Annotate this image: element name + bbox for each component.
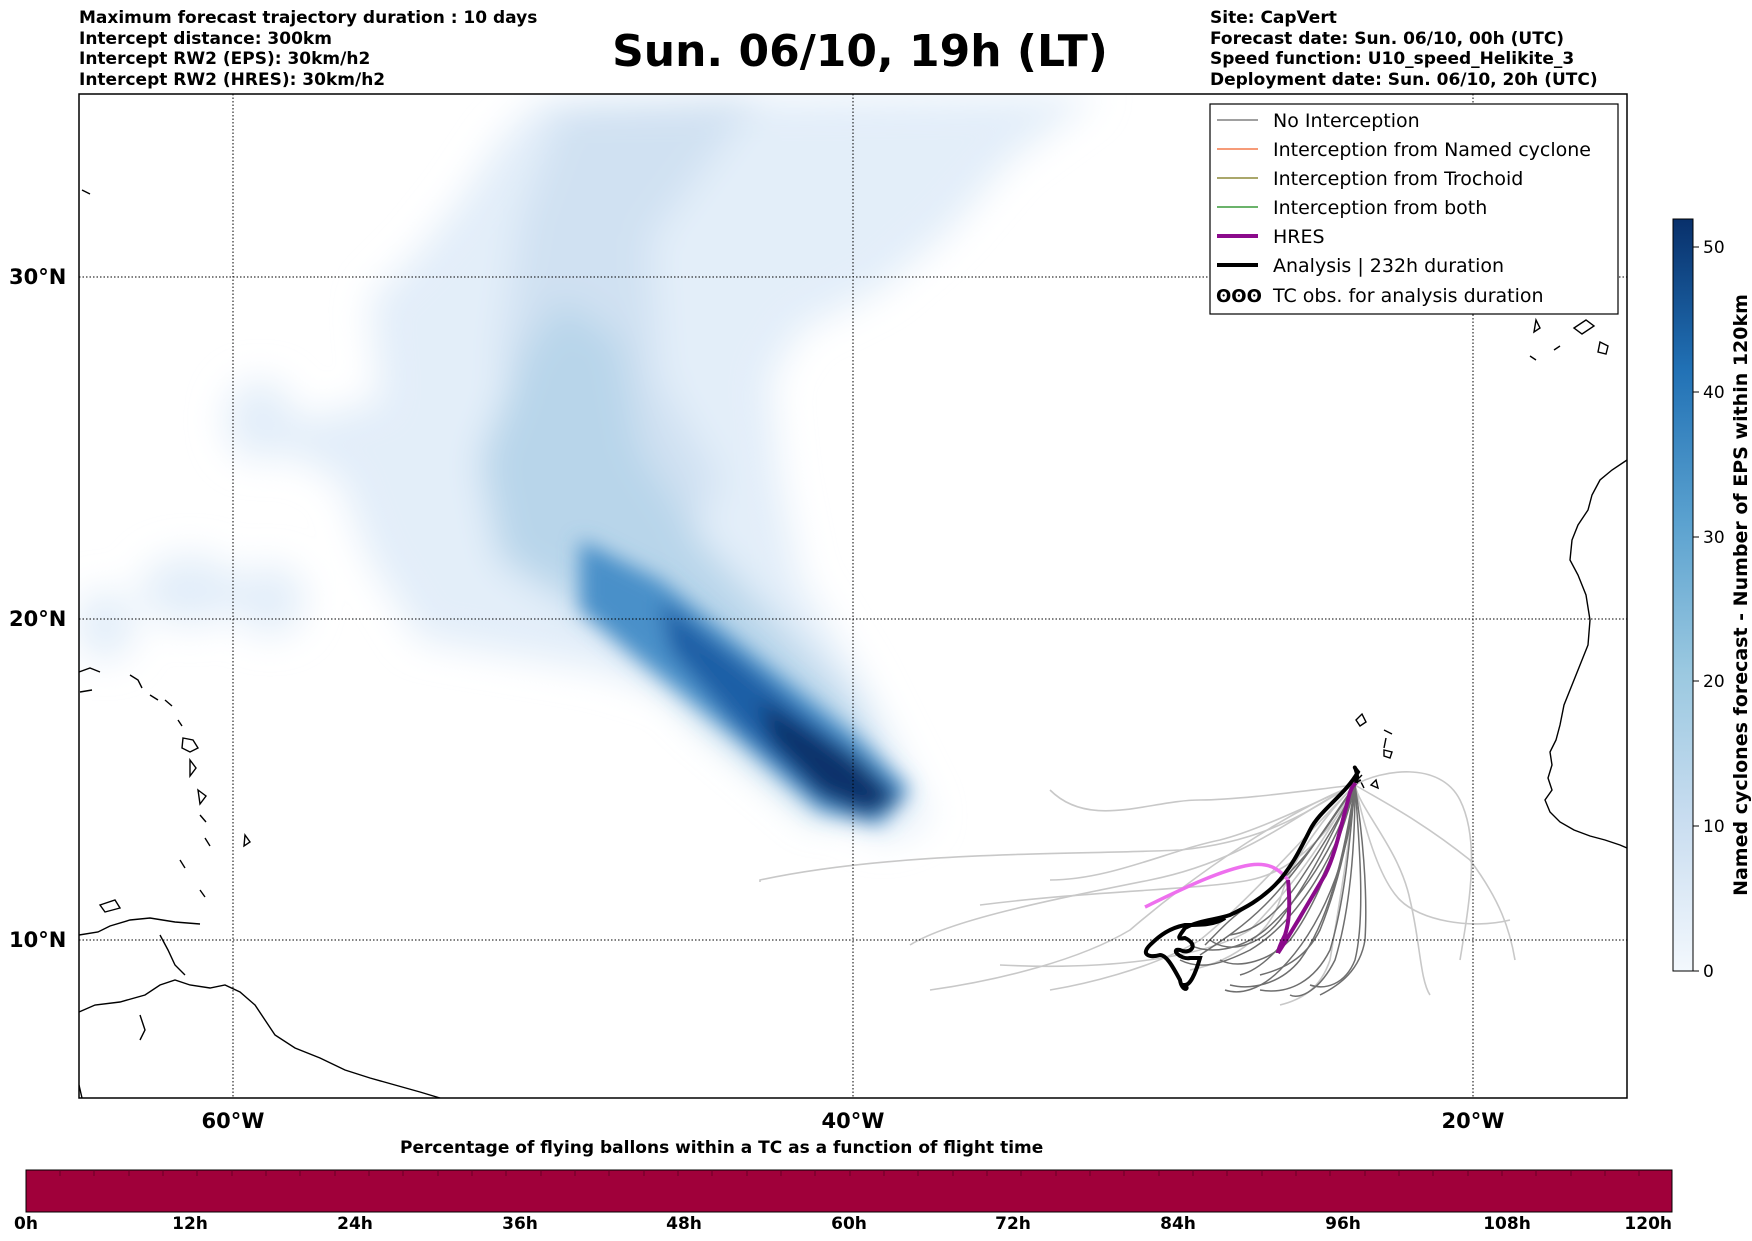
bottom-cb-tick-48h: 48h (666, 1214, 702, 1234)
trajectories-no-interception-light (759, 771, 1516, 1006)
cyclone-density-field (79, 94, 1100, 840)
forecast-date-line: Forecast date: Sun. 06/10, 00h (UTC) (1210, 28, 1565, 49)
trajectory-settings-text: Maximum forecast trajectory duration : 1… (79, 8, 537, 90)
cape-verde-islands (1355, 712, 1367, 727)
bottom-cb-tick-96h: 96h (1325, 1214, 1361, 1234)
bottom-cb-tick-12h: 12h (172, 1214, 208, 1234)
right-cb-tick-10: 10 (1703, 817, 1725, 837)
map-frame (78, 93, 1628, 1099)
tc-obs-symbol: ʘʘʘ (1216, 286, 1262, 307)
bottom-cb-tick-120h: 120h (1624, 1214, 1672, 1234)
site-line: Site: CapVert (1210, 8, 1337, 28)
legend-no-interception: No Interception (1273, 110, 1420, 132)
bottom-cb-tick-36h: 36h (502, 1214, 538, 1234)
intercept-hres-line: Intercept RW2 (HRES): 30km/h2 (79, 69, 386, 90)
bottom-cb-tick-108h: 108h (1483, 1214, 1531, 1234)
analysis-trajectory (1143, 765, 1361, 991)
lat-label-10n: 10°N (9, 928, 66, 952)
right-cb-tick-20: 20 (1703, 672, 1725, 692)
right-cb-tick-40: 40 (1703, 383, 1725, 403)
legend-both: Interception from both (1273, 197, 1487, 219)
legend-named-cyclone: Interception from Named cyclone (1273, 139, 1591, 161)
lon-label-20w: 20°W (1442, 1109, 1505, 1133)
intercept-distance-line: Intercept distance: 300km (79, 28, 332, 49)
bottom-colorbar (25, 1169, 1673, 1213)
map-legend: No Interception Interception from Named … (1209, 103, 1619, 315)
intercept-eps-line: Intercept RW2 (EPS): 30km/h2 (79, 49, 371, 69)
right-colorbar: 0 10 20 30 40 50 Named cyclones forecast… (1672, 218, 1752, 982)
bottom-cb-tick-24h: 24h (337, 1214, 373, 1234)
lon-label-60w: 60°W (202, 1109, 265, 1133)
south-america-coast (79, 979, 441, 1098)
right-cb-tick-30: 30 (1703, 528, 1725, 548)
map-area (79, 94, 1627, 1098)
hres-trajectory-light (1144, 862, 1290, 909)
right-cb-tick-50: 50 (1703, 238, 1725, 258)
graticule (79, 94, 1627, 1098)
right-cb-tick-0: 0 (1703, 962, 1714, 982)
lon-label-40w: 40°W (822, 1109, 885, 1133)
lat-label-20n: 20°N (9, 607, 66, 631)
coastlines (79, 189, 1627, 1098)
bottom-cb-tick-72h: 72h (995, 1214, 1031, 1234)
bottom-cb-tick-60h: 60h (831, 1214, 867, 1234)
map-title: Sun. 06/10, 19h (LT) (612, 26, 1108, 77)
africa-coast (1544, 459, 1627, 849)
hres-trajectory (1276, 781, 1358, 955)
right-colorbar-label: Named cyclones forecast - Number of EPS … (1730, 294, 1752, 896)
legend-analysis: Analysis | 232h duration (1273, 255, 1504, 277)
bottom-cb-tick-0h: 0h (14, 1214, 38, 1234)
forecast-info-text: Site: CapVert Forecast date: Sun. 06/10,… (1210, 8, 1598, 90)
legend-tc-obs: TC obs. for analysis duration (1272, 285, 1544, 307)
bottom-colorbar-title: Percentage of flying ballons within a TC… (400, 1138, 1044, 1158)
lat-label-30n: 30°N (9, 265, 66, 289)
speed-function-line: Speed function: U10_speed_Helikite_3 (1210, 49, 1575, 69)
deployment-date-line: Deployment date: Sun. 06/10, 20h (UTC) (1210, 69, 1598, 90)
legend-trochoid: Interception from Trochoid (1273, 168, 1523, 190)
max-duration-line: Maximum forecast trajectory duration : 1… (79, 8, 538, 28)
legend-hres: HRES (1273, 226, 1325, 248)
trajectories-no-interception-dark (1179, 784, 1367, 997)
bottom-cb-tick-84h: 84h (1160, 1214, 1196, 1234)
